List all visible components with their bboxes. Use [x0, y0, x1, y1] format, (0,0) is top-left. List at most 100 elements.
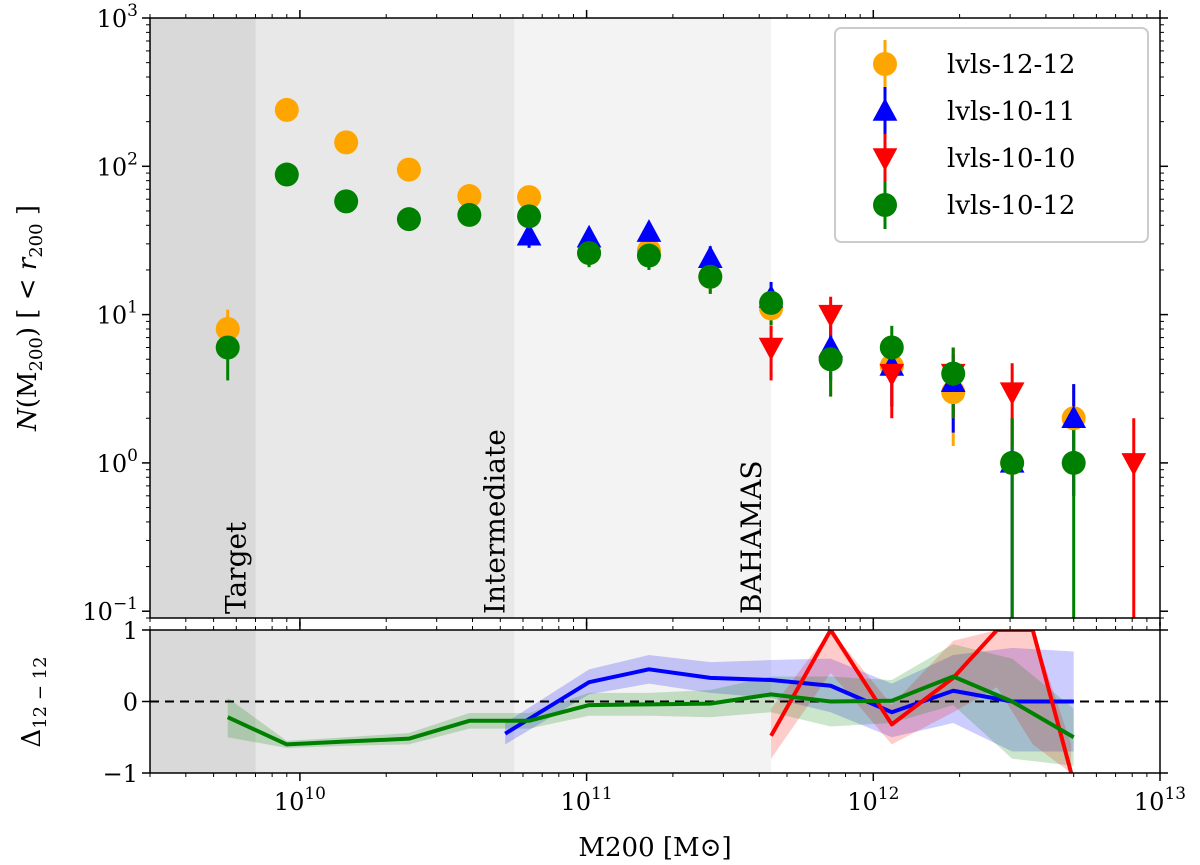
lvls-10-12-point-7	[636, 243, 661, 268]
region-label-target: Target	[219, 521, 252, 614]
x-tick-label-12-exp: 12	[878, 784, 900, 804]
region-bands	[150, 18, 772, 618]
legend-label-lvls-12-12: lvls-12-12	[947, 50, 1075, 80]
x-tick-label-11: 1011	[561, 784, 613, 816]
residual-axis-ticks: 1 0 −1	[103, 617, 1168, 788]
y-tick-label-1: 100	[97, 446, 138, 478]
lvls-10-11-point-3	[697, 245, 723, 268]
legend-label-lvls-10-12: lvls-10-12	[947, 191, 1075, 221]
y-label-mass-sub: 200	[26, 337, 47, 371]
lvls-10-12-point-9	[759, 290, 784, 315]
residual-y-tick-label-0: 0	[123, 689, 138, 717]
residual-plot-frame	[149, 629, 1161, 774]
y-tick-label-1000-exp: 3	[127, 1, 138, 21]
y-tick-label-100-exp: 2	[127, 149, 138, 169]
x-axis-label: M200 [M⊙]	[578, 833, 731, 863]
main-y-axis-label: N(M200) [ < r200 ]	[13, 205, 47, 432]
y-tick-label-100: 102	[97, 149, 138, 181]
lvls-12-12-point-3	[396, 157, 421, 182]
y-tick-label-1-exp: 0	[127, 446, 138, 466]
lvls-10-11-point-0	[516, 222, 542, 246]
y-label-mid: ) [ <	[13, 270, 43, 337]
lvls-10-12-point-8	[698, 264, 723, 289]
y-label-n: N	[13, 407, 43, 432]
x-tick-label-11-base: 10	[561, 788, 592, 816]
legend-marker-lvls-12-12	[873, 52, 897, 76]
lvls-10-12-point-13	[1000, 450, 1025, 475]
main-plot-frame	[149, 17, 1161, 619]
legend-marker-lvls-10-11	[872, 98, 898, 121]
residual-y-tick-label-1: 1	[123, 617, 138, 645]
region-bahamas	[514, 18, 772, 618]
lvls-12-12-point-0	[215, 316, 240, 341]
region-intermediate	[255, 18, 515, 618]
lvls-10-12-residual-line	[226, 674, 1075, 747]
y-tick-label-10-base: 10	[97, 302, 128, 330]
x-tick-label-13-base: 10	[1134, 788, 1165, 816]
x-tick-label-13-exp: 13	[1164, 784, 1186, 804]
residual-region-intermediate	[255, 630, 515, 773]
lvls-10-12-point-1	[274, 162, 299, 187]
legend: lvls-12-12 lvls-10-11 lvls-10-10 lvls-10-12	[834, 27, 1149, 243]
region-label-bahamas: BAHAMAS	[735, 460, 768, 614]
y-label-r: r	[13, 256, 43, 270]
lvls-10-10-point-2	[879, 363, 905, 387]
residual-y-label-delta: Δ	[17, 729, 47, 748]
y-tick-label-100-base: 10	[97, 153, 128, 181]
residual-y-label-sub: 12 − 12	[30, 656, 51, 728]
y-tick-label-0.1: 10−1	[82, 594, 138, 626]
legend-label-lvls-10-11: lvls-10-11	[947, 97, 1075, 127]
x-tick-label-12: 1012	[847, 784, 899, 816]
lvls-12-12-point-1	[274, 97, 299, 122]
residual-lines	[226, 630, 1075, 773]
lvls-10-12-point-11	[879, 335, 904, 360]
residual-y-tick-label--1: −1	[103, 760, 138, 788]
lvls-12-12-point-2	[334, 130, 359, 155]
x-tick-label-11-exp: 11	[591, 784, 613, 804]
legend-label-lvls-10-10: lvls-10-10	[947, 144, 1075, 174]
lvls-10-12-point-6	[577, 241, 602, 266]
lvls-10-12-point-2	[334, 189, 359, 214]
residual-panel: 1 0 −1 Δ12 − 12	[17, 617, 1168, 788]
legend-box	[834, 27, 1149, 243]
lvls-12-12-point-4	[457, 184, 482, 209]
main-panel: Target Intermediate BAHAMAS 10−11001011021…	[13, 1, 1168, 626]
y-tick-label-10-exp: 1	[127, 298, 138, 318]
y-tick-label-1000-base: 10	[97, 5, 128, 33]
region-labels: Target Intermediate BAHAMAS	[219, 429, 768, 614]
y-label-r-sub: 200	[26, 223, 47, 257]
lvls-10-12-point-4	[457, 202, 482, 227]
y-tick-label-0.1-exp: −1	[113, 594, 138, 614]
lvls-10-12-point-0	[215, 335, 240, 360]
lvls-10-10-point-5	[1121, 453, 1147, 476]
x-tick-label-10-exp: 10	[304, 784, 326, 804]
y-tick-label-10: 101	[97, 298, 138, 330]
data-markers	[215, 97, 1147, 476]
residual-y-axis-label: Δ12 − 12	[17, 656, 51, 747]
y-tick-label-1000: 103	[97, 1, 138, 33]
lvls-12-12-point-5	[517, 185, 542, 210]
x-tick-label-10-base: 10	[274, 788, 305, 816]
region-target	[150, 18, 256, 618]
x-axis-ticks: 1010 1011 1012 1013	[149, 10, 1186, 816]
lvls-10-12-point-3	[396, 207, 421, 232]
lvls-10-11-point-1	[576, 224, 602, 248]
region-label-intermediate: Intermediate	[478, 429, 511, 614]
lvls-10-10-point-1	[818, 304, 844, 328]
lvls-10-12-point-10	[818, 347, 843, 372]
lvls-10-10-point-0	[758, 337, 784, 361]
x-tick-label-12-base: 10	[847, 788, 878, 816]
lvls-10-12-point-5	[517, 204, 542, 229]
y-tick-label-0.1-base: 10	[82, 598, 113, 626]
legend-marker-lvls-10-12	[873, 193, 897, 217]
lvls-10-12-point-12	[941, 361, 966, 386]
x-tick-label-13: 1013	[1134, 784, 1186, 816]
lvls-10-11-point-2	[636, 219, 662, 242]
y-label-mass: (M	[13, 371, 43, 408]
lvls-10-11-point-9	[1061, 405, 1087, 429]
y-tick-label-1-base: 10	[97, 450, 128, 478]
lvls-10-12-point-14	[1061, 450, 1086, 475]
y-label-suffix: ]	[13, 205, 43, 223]
